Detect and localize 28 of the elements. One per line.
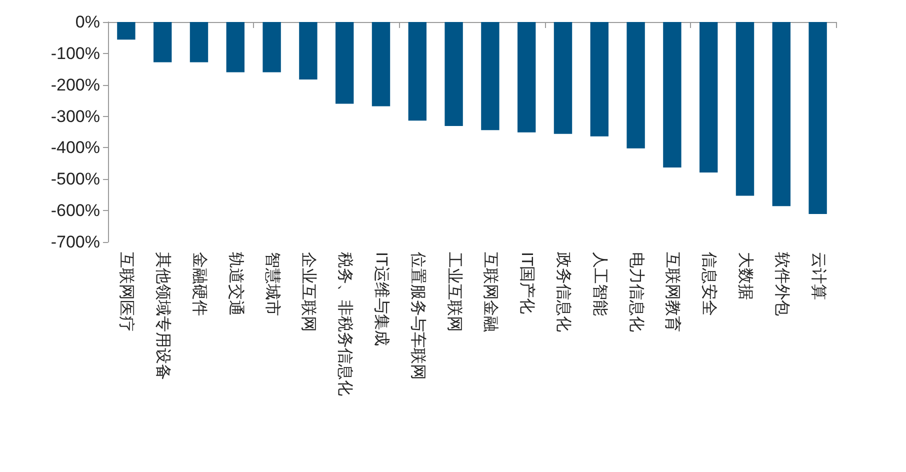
x-tick-label: 轨道交通 (226, 252, 245, 316)
x-tick-label: IT国产化 (518, 252, 536, 314)
x-tick-label: 大数据 (736, 252, 754, 300)
y-tick-label: -400% (50, 138, 100, 158)
x-tick-label: 信息安全 (700, 252, 718, 316)
x-tick-label: 企业互联网 (300, 252, 318, 332)
x-tick-label: 工业互联网 (445, 252, 464, 332)
x-tick-label: 金融硬件 (190, 252, 208, 316)
x-tick-label: 政务信息化 (554, 252, 572, 332)
x-tick-label: 人工智能 (590, 252, 609, 316)
x-tick-label: 互联网金融 (482, 252, 500, 332)
y-tick-label: -600% (50, 201, 100, 220)
y-tick-label: -500% (50, 170, 100, 189)
y-tick-label: -300% (50, 106, 100, 126)
x-tick-label: 云计算 (809, 252, 828, 300)
y-tick-label: -700% (50, 232, 100, 252)
x-tick-label: 互联网医疗 (118, 252, 136, 332)
y-tick-label: -200% (50, 75, 100, 94)
x-tick-label: 互联网教育 (664, 252, 682, 332)
x-tick-label: IT运维与集成 (372, 252, 390, 346)
x-tick-label: 其他领域专用设备 (154, 252, 172, 380)
x-tick-label: 税务、非税务信息化 (336, 252, 354, 396)
y-tick-label: -100% (50, 44, 100, 63)
y-tick-label: 0% (75, 12, 100, 32)
x-tick-label: 软件外包 (772, 252, 790, 316)
x-tick-label: 智慧城市 (263, 252, 282, 316)
x-tick-label: 位置服务与车联网 (408, 252, 427, 380)
x-tick-label: 电力信息化 (627, 252, 646, 332)
